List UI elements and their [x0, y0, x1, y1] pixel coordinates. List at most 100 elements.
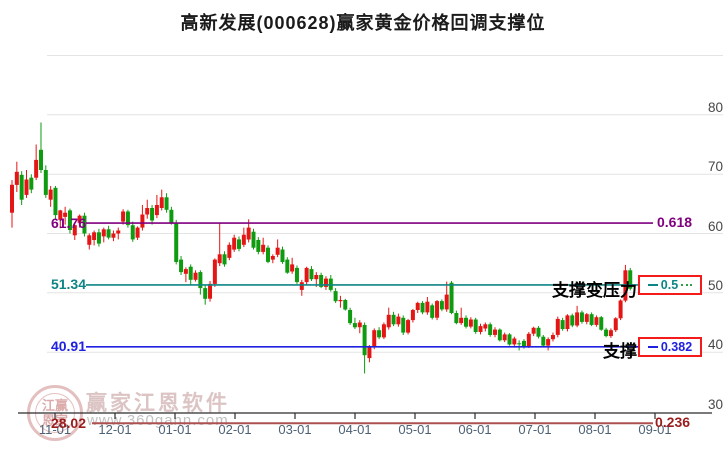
candle-body	[241, 234, 246, 245]
candle-body	[323, 278, 328, 287]
candle-body	[125, 211, 130, 226]
candle-body	[493, 329, 497, 335]
candle-body	[464, 317, 469, 327]
candle-body	[608, 330, 613, 337]
ratio-line-dash	[647, 345, 658, 348]
candle-body	[111, 233, 116, 238]
candle-body	[314, 275, 319, 280]
support-turned-pressure-label: 支撑变压力	[552, 281, 637, 300]
candle-body	[483, 324, 488, 329]
y-axis-label: 50	[707, 277, 723, 293]
candle-body	[348, 310, 353, 324]
candle-body	[198, 272, 203, 289]
candle-body	[222, 254, 227, 265]
candle-body	[294, 267, 299, 283]
y-axis-label: 40	[707, 337, 723, 353]
candle-body	[154, 205, 159, 216]
candle-body	[14, 171, 19, 185]
candle-body	[589, 314, 594, 325]
candle-body	[116, 230, 121, 234]
ratio-label: 0.618	[657, 214, 693, 231]
candle-body	[67, 210, 72, 230]
price-level-label: 40.91	[50, 338, 86, 355]
y-axis-label: 60	[707, 218, 723, 234]
candle-body	[130, 225, 135, 240]
candle-body	[217, 254, 222, 264]
candle-body	[352, 323, 357, 328]
candle-body	[159, 197, 164, 208]
candle-body	[599, 317, 604, 330]
x-axis-label: 06-01	[458, 422, 492, 437]
candle-body	[406, 320, 411, 333]
candle-body	[208, 283, 213, 299]
candle-body	[63, 212, 68, 217]
x-axis-label: 11-01	[38, 422, 72, 437]
candle-body	[179, 259, 184, 273]
candle-body	[29, 177, 34, 190]
candle-body	[193, 272, 198, 280]
candle-body	[488, 324, 493, 335]
x-axis-label: 07-01	[518, 422, 552, 437]
candle-body	[531, 327, 536, 334]
candle-body	[473, 319, 478, 332]
x-axis-label: 03-01	[278, 422, 312, 437]
candle-body	[449, 282, 454, 313]
ratio-label: 0.236	[655, 414, 691, 431]
x-axis-label: 09-01	[638, 422, 672, 437]
candle-body	[521, 340, 526, 347]
candle-body	[575, 312, 580, 326]
candle-body	[512, 338, 517, 345]
candle-body	[246, 227, 251, 240]
candle-body	[87, 235, 92, 245]
candle-body	[256, 240, 261, 252]
candle-body	[53, 187, 58, 216]
candle-body	[24, 179, 29, 195]
candle-body	[188, 266, 193, 280]
ratio-label: 0.5	[660, 277, 679, 292]
candle-body	[212, 259, 217, 284]
support-label: 支撑	[603, 342, 637, 361]
y-axis-label: 30	[707, 396, 723, 412]
candle-body	[10, 184, 14, 213]
price-level-label: 51.34	[50, 276, 86, 293]
candle-body	[232, 237, 237, 250]
candle-body	[401, 317, 406, 333]
ratio-label: 0.382	[660, 339, 693, 354]
candle-body	[507, 334, 512, 345]
x-axis-label: 08-01	[578, 422, 612, 437]
price-level-label: 61.76	[50, 214, 86, 231]
candle-body	[34, 159, 39, 178]
candle-body	[227, 244, 232, 258]
candle-body	[145, 208, 150, 215]
candle-body	[439, 301, 444, 310]
candle-body	[584, 314, 589, 322]
candle-body	[203, 288, 208, 299]
candle-body	[560, 320, 565, 329]
candle-body	[92, 232, 97, 240]
candle-body	[550, 335, 555, 340]
candle-body	[425, 301, 430, 313]
y-axis-label: 70	[707, 159, 723, 175]
candle-body	[628, 270, 633, 289]
watermark-brand-text: 赢家江恩软件	[86, 392, 230, 415]
watermark-url-text: www.360gann.com	[87, 412, 229, 429]
candle-body	[565, 315, 570, 329]
ratio-line-dotted	[681, 283, 693, 286]
candle-body	[478, 326, 483, 332]
x-axis-label: 05-01	[398, 422, 432, 437]
candle-body	[377, 330, 382, 338]
watermark-seal-row1: 江赢	[41, 398, 68, 413]
candle-body	[304, 267, 309, 283]
candle-body	[502, 334, 507, 341]
candle-body	[38, 149, 43, 170]
candle-body	[410, 310, 415, 321]
candle-body	[526, 333, 531, 347]
x-axis-label: 12-01	[98, 422, 132, 437]
candle-body	[468, 319, 473, 327]
candle-body	[82, 215, 87, 234]
candle-body	[497, 329, 502, 341]
candle-body	[251, 231, 256, 248]
candle-body	[536, 327, 541, 337]
candle-body	[270, 256, 275, 260]
